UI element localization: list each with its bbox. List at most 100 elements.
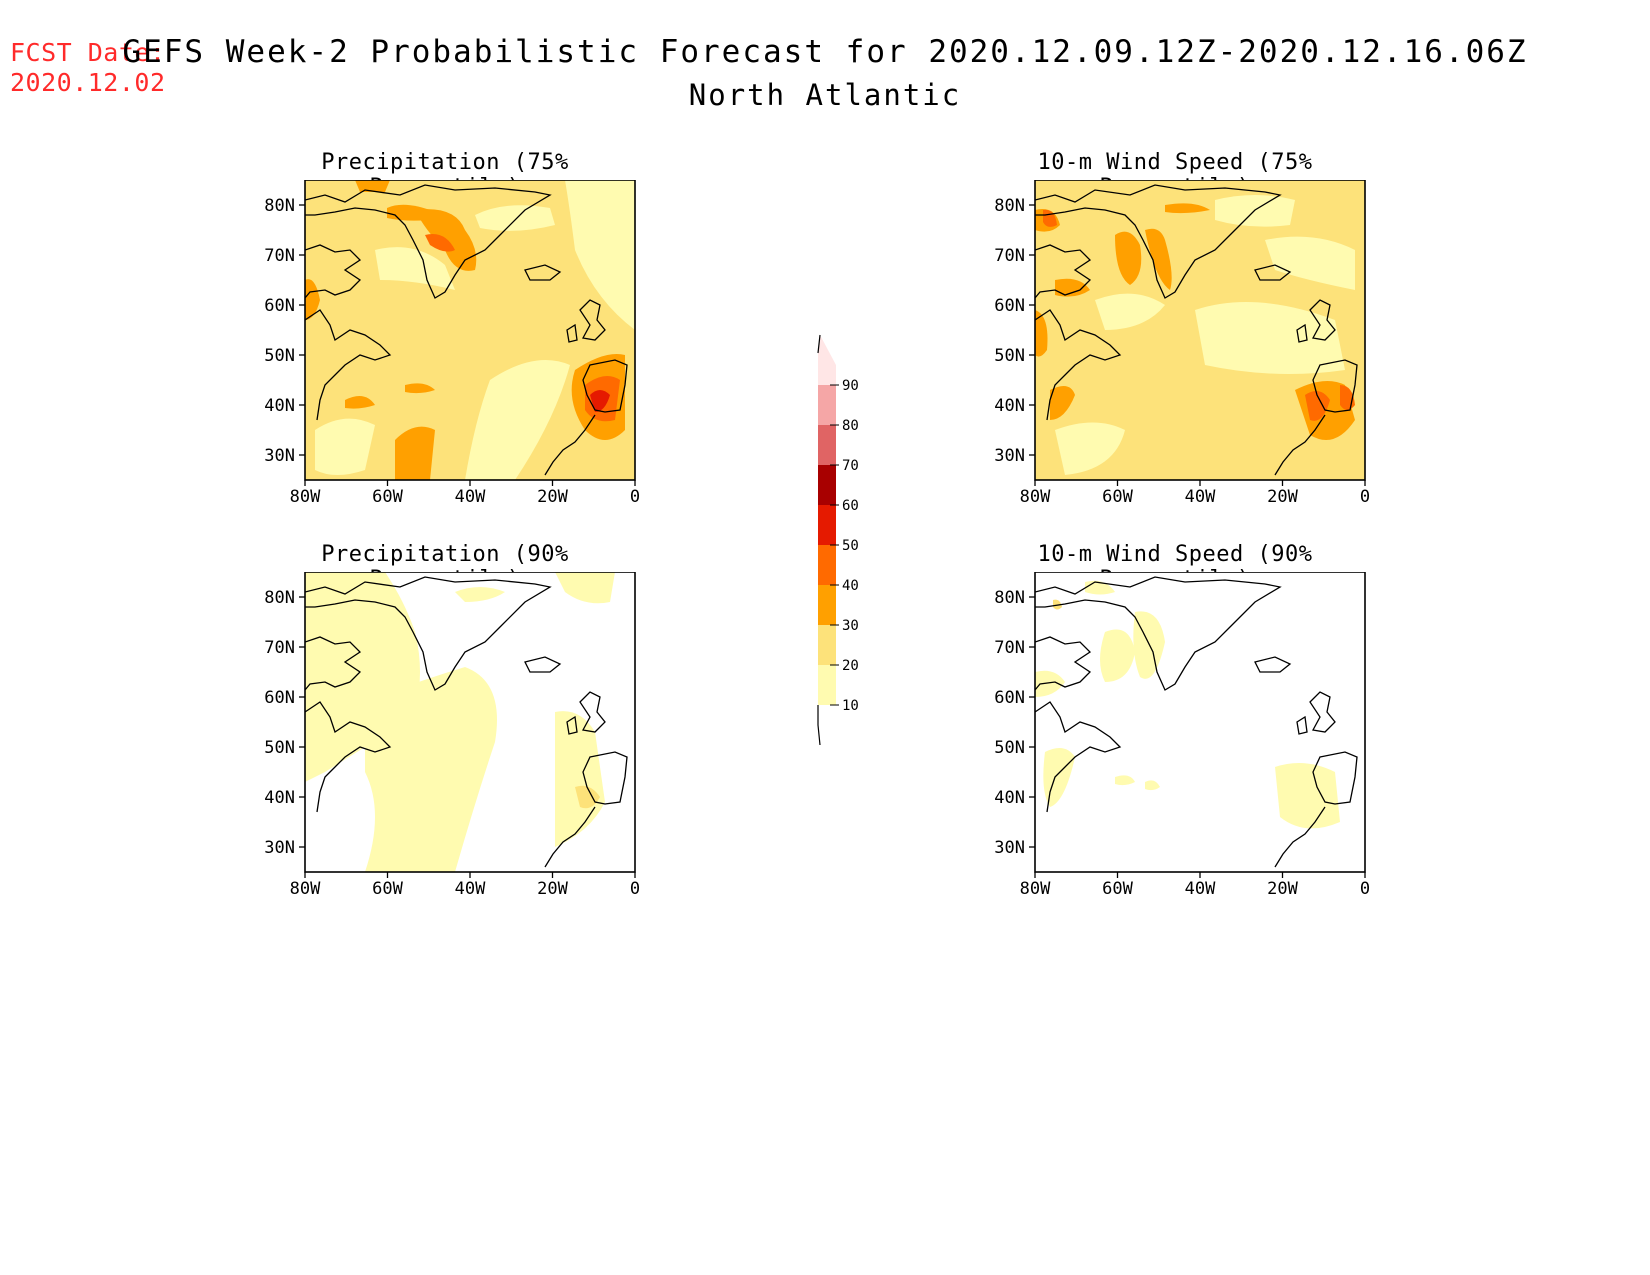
colorbar-swatch <box>818 465 836 505</box>
shaded-region <box>475 205 555 231</box>
lon-tick-label: 0 <box>1360 487 1370 507</box>
colorbar-label: 40 <box>842 578 859 594</box>
lon-tick-label: 60W <box>1102 487 1133 507</box>
lat-tick-label: 50N <box>994 346 1025 366</box>
lat-tick-label: 30N <box>264 446 295 466</box>
shaded-region <box>555 572 615 604</box>
colorbar-label: 80 <box>842 418 859 434</box>
shaded-region <box>1305 391 1330 421</box>
colorbar-swatch <box>818 585 836 625</box>
map-precip-90: 80N 70N 60N 50N 40N 30N 80W 60W 40W 20W 0 <box>264 572 640 899</box>
lon-tick-label: 0 <box>630 487 640 507</box>
shaded-region <box>387 204 435 221</box>
shaded-region <box>1115 775 1135 786</box>
shaded-region <box>555 711 605 847</box>
colorbar-swatch <box>818 665 836 705</box>
lon-tick-label: 60W <box>1102 879 1133 899</box>
shaded-region <box>1043 748 1075 807</box>
colorbar-swatch <box>818 385 836 425</box>
lat-tick-label: 30N <box>264 838 295 858</box>
shaded-region <box>1035 310 1048 357</box>
shaded-region <box>455 587 505 602</box>
lat-tick-label: 50N <box>264 738 295 758</box>
map-wind-90: 80N 70N 60N 50N 40N 30N 80W 60W 40W 20W 0 <box>994 572 1370 899</box>
colorbar: 10 20 30 40 50 60 70 80 90 <box>817 334 859 746</box>
panel-precip-90: Precipitation (90% Percentile) 80N70N60N… <box>255 542 675 902</box>
lat-tick-label: 40N <box>994 396 1025 416</box>
lon-tick-label: 80W <box>290 487 321 507</box>
lat-tick-label: 80N <box>264 588 295 608</box>
shaded-region <box>1195 302 1345 374</box>
shaded-region <box>1145 780 1160 791</box>
shaded-region <box>1035 670 1065 697</box>
shaded-region <box>1275 763 1340 829</box>
shaded-region <box>365 667 497 872</box>
shaded-region <box>1100 629 1135 682</box>
panel-wind-90: 10-m Wind Speed (90% Percentile) 80N70N6… <box>985 542 1405 902</box>
shaded-region <box>590 390 610 412</box>
shaded-region <box>405 383 435 394</box>
lon-tick-label: 80W <box>1020 879 1051 899</box>
lon-tick-label: 0 <box>630 879 640 899</box>
colorbar-swatch <box>818 425 836 465</box>
lat-tick-label: 70N <box>994 638 1025 658</box>
shaded-region <box>315 418 375 475</box>
coastlines <box>1035 576 1358 868</box>
shaded-region <box>1165 203 1210 214</box>
lat-tick-label: 60N <box>264 296 295 316</box>
lon-tick-label: 80W <box>1020 487 1051 507</box>
shaded-region <box>1055 422 1125 475</box>
colorbar-swatch <box>818 335 836 385</box>
lon-tick-label: 80W <box>290 879 321 899</box>
page-subtitle: North Atlantic <box>688 78 962 112</box>
lat-tick-label: 80N <box>994 588 1025 608</box>
lon-tick-label: 40W <box>1185 879 1216 899</box>
forecast-date-label: FCST Date: <box>10 38 166 67</box>
colorbar-label: 70 <box>842 458 859 474</box>
colorbar-label: 60 <box>842 498 859 514</box>
lon-tick-label: 20W <box>1267 487 1298 507</box>
lat-tick-label: 60N <box>994 688 1025 708</box>
shaded-region <box>1115 231 1142 285</box>
lat-tick-label: 40N <box>994 788 1025 808</box>
lon-tick-label: 20W <box>537 487 568 507</box>
colorbar-swatch <box>818 625 836 665</box>
lon-tick-label: 20W <box>1267 879 1298 899</box>
lat-tick-label: 80N <box>264 196 295 216</box>
shaded-region <box>1145 228 1172 290</box>
lat-tick-label: 50N <box>264 346 295 366</box>
colorbar-label: 90 <box>842 378 859 394</box>
lat-tick-label: 30N <box>994 838 1025 858</box>
forecast-date-value: 2020.12.02 <box>10 68 166 97</box>
shaded-region <box>1265 236 1355 290</box>
colorbar-swatch <box>818 545 836 585</box>
lon-tick-label: 40W <box>455 487 486 507</box>
lat-tick-label: 70N <box>264 246 295 266</box>
lon-tick-label: 20W <box>537 879 568 899</box>
colorbar-label: 10 <box>842 698 859 714</box>
panel-precip-75: Precipitation (75% Percentile) 80N70N60N… <box>255 150 675 510</box>
lat-tick-label: 70N <box>264 638 295 658</box>
lat-tick-label: 60N <box>994 296 1025 316</box>
lat-tick-label: 40N <box>264 788 295 808</box>
lat-tick-label: 50N <box>994 738 1025 758</box>
shaded-region <box>425 234 455 252</box>
lat-tick-label: 80N <box>994 196 1025 216</box>
lon-tick-label: 60W <box>372 879 403 899</box>
coastlines <box>305 184 628 476</box>
lat-tick-label: 40N <box>264 396 295 416</box>
coastlines <box>1035 184 1358 476</box>
shaded-region <box>305 279 320 320</box>
shaded-region <box>1055 278 1090 297</box>
shaded-region <box>375 247 455 290</box>
lon-tick-label: 60W <box>372 487 403 507</box>
page-title: GEFS Week-2 Probabilistic Forecast for 2… <box>122 34 1528 70</box>
colorbar-label: 30 <box>842 618 859 634</box>
shaded-region <box>355 180 390 192</box>
lat-tick-label: 70N <box>994 246 1025 266</box>
lon-tick-label: 0 <box>1360 879 1370 899</box>
shaded-region <box>395 426 435 480</box>
panel-wind-75: 10-m Wind Speed (75% Percentile) 80N70N6… <box>985 150 1405 510</box>
forecast-date: FCST Date: 2020.12.02 <box>10 38 166 98</box>
shaded-region <box>575 785 600 809</box>
